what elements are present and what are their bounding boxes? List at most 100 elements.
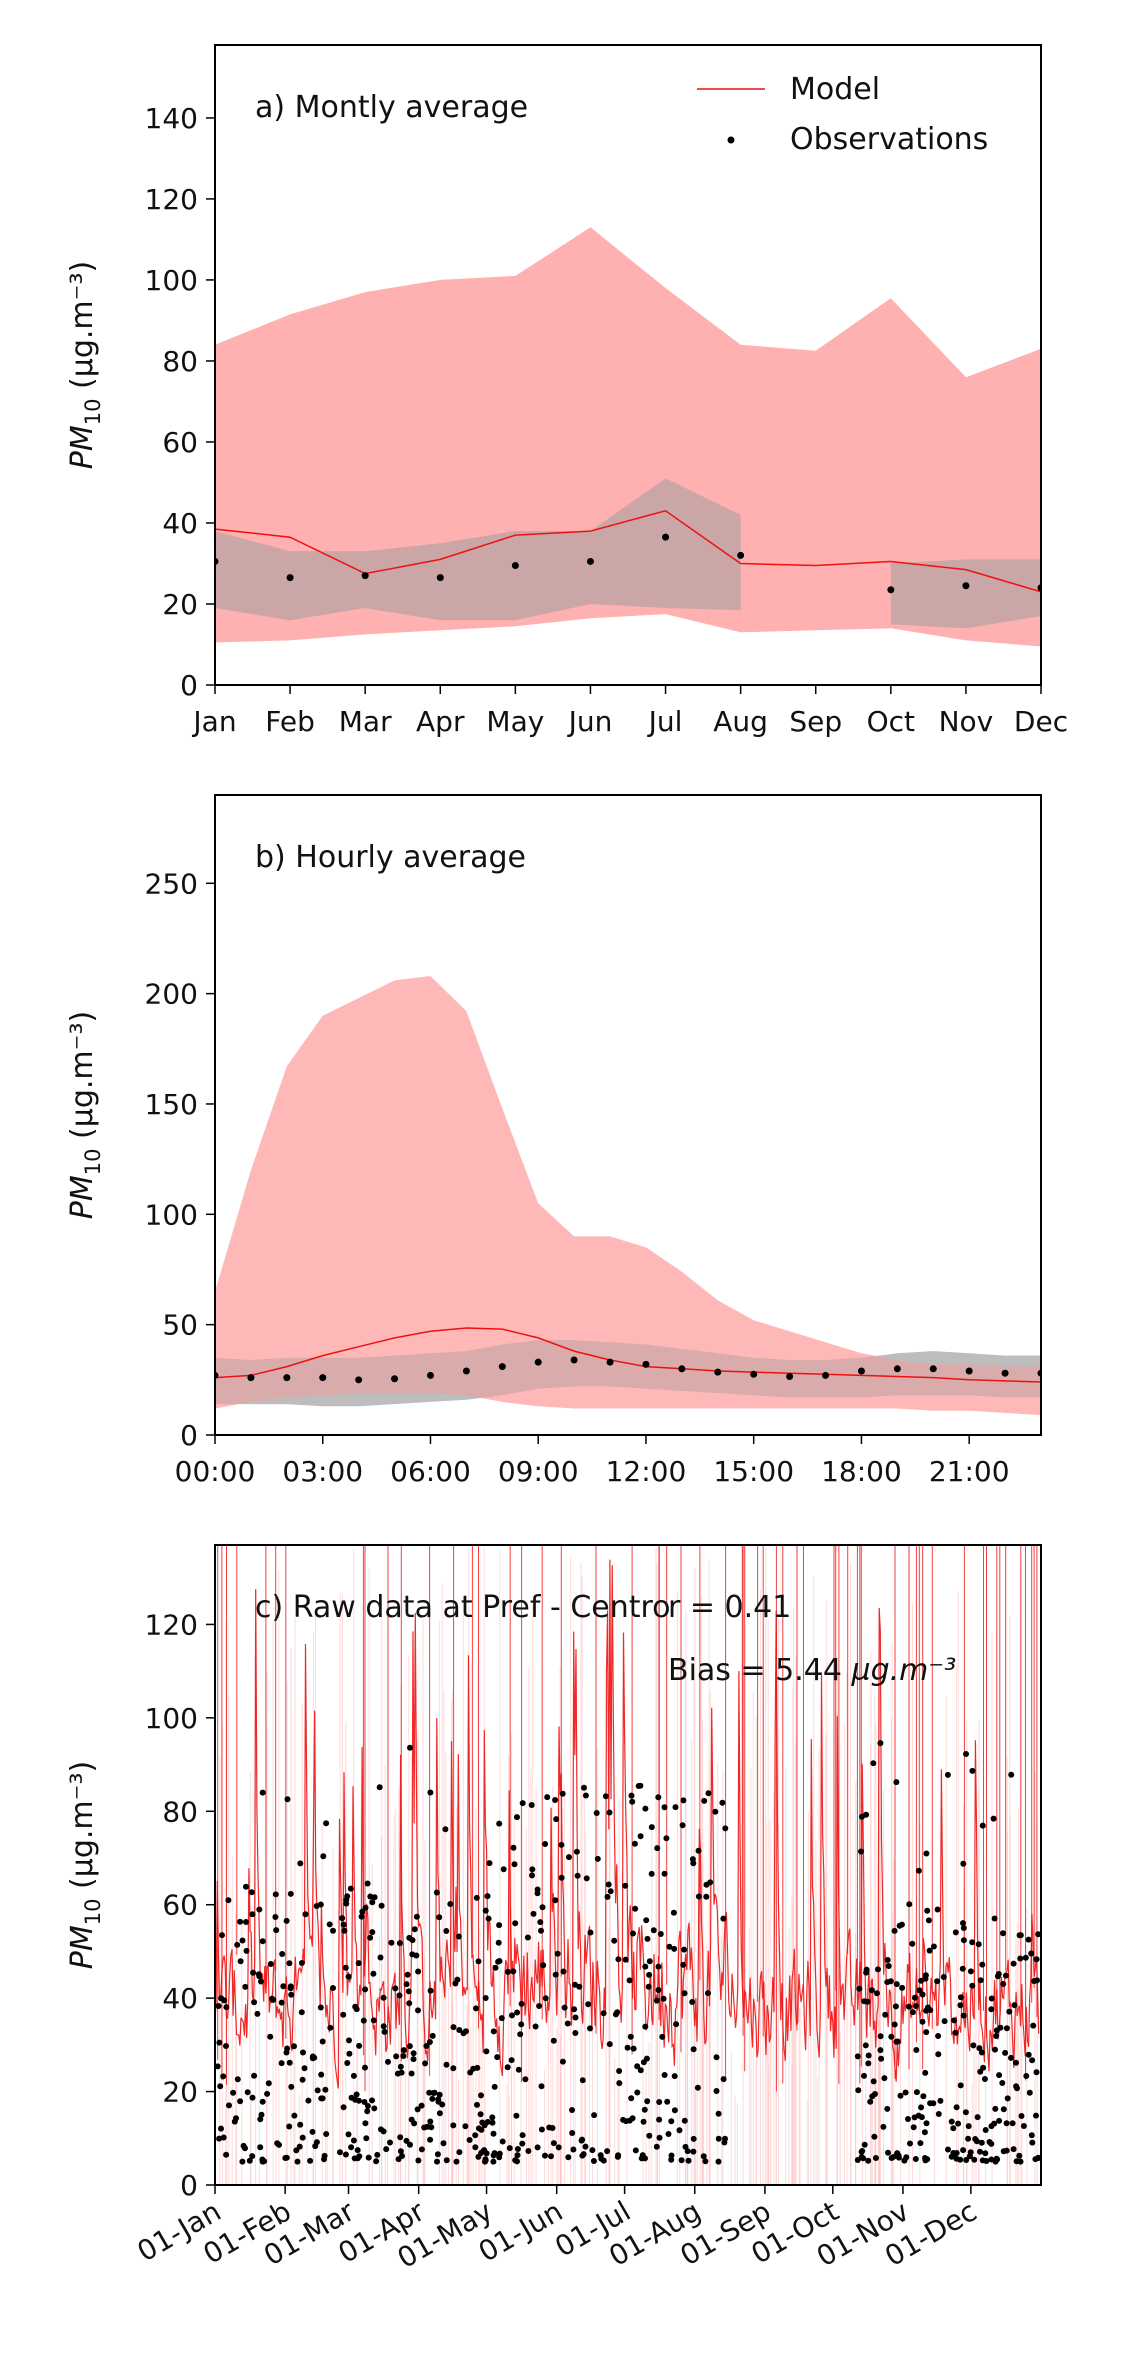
observation-point — [515, 2066, 522, 2073]
observation-point — [490, 2130, 497, 2137]
observation-point — [616, 2068, 623, 2074]
observation-point — [607, 1888, 614, 1895]
observation-point — [676, 2127, 683, 2134]
observation-point — [298, 1960, 305, 1966]
observation-point — [479, 2119, 486, 2126]
observation-point — [868, 1987, 875, 1994]
observation-point — [606, 2041, 613, 2048]
panel-a-ytick-label: 40 — [162, 507, 198, 540]
observation-point — [433, 1889, 440, 1896]
observation-point — [991, 1915, 998, 1922]
observation-point — [877, 1740, 884, 1747]
panel-a-xtick-label: Nov — [939, 705, 994, 738]
observation-point — [361, 2099, 368, 2105]
observation-point — [582, 1792, 589, 1799]
observation-point — [291, 2112, 298, 2119]
observation-point — [656, 2099, 663, 2105]
observation-point — [364, 2108, 371, 2115]
observation-point — [283, 2154, 290, 2161]
observation-point — [966, 2153, 973, 2160]
ylabel-sub: 10 — [81, 1898, 105, 1925]
panel-a-xtick-label: Oct — [867, 705, 915, 738]
observation-point — [234, 2076, 241, 2083]
observation-point — [339, 1915, 346, 1922]
observation-point — [549, 2125, 556, 2131]
observation-point — [455, 1933, 462, 1940]
observation-point — [925, 1917, 932, 1924]
observation-point — [506, 2145, 513, 2152]
panel-a-ytick-label: 60 — [162, 426, 198, 459]
observation-point — [450, 2024, 457, 2031]
observation-point — [484, 1893, 491, 1900]
observation-point — [919, 2018, 926, 2025]
observation-point — [1025, 2051, 1032, 2058]
observation-point — [661, 1870, 668, 1877]
observation-point — [977, 1977, 984, 1984]
observation-point — [404, 1971, 411, 1978]
observation-point — [397, 2134, 404, 2141]
panel-b-xtick-label: 18:00 — [821, 1455, 902, 1488]
observation-point — [326, 1921, 333, 1928]
observation-point — [940, 1974, 947, 1980]
observation-point — [992, 2105, 999, 2112]
observation-point — [1023, 2073, 1030, 2079]
observation-point — [656, 2134, 663, 2141]
observation-point — [671, 2073, 678, 2080]
observation-point — [922, 1975, 929, 1982]
observation-point — [342, 2151, 349, 2158]
observation-point — [413, 1952, 420, 1959]
observation-point — [712, 1808, 719, 1815]
panel-hourly-average: 0 50 100 150 200 250 00:00 03:00 06:00 09:00 12:0… — [65, 794, 1042, 1488]
observation-point — [720, 1915, 727, 1922]
observation-point — [323, 1820, 330, 1827]
observation-point — [582, 2143, 589, 2150]
observation-point — [287, 1890, 294, 1897]
observation-point — [671, 1945, 678, 1952]
observation-point — [951, 2017, 958, 2024]
panel-c-ytick-label: 60 — [162, 1889, 198, 1922]
observation-point — [1031, 1978, 1038, 1985]
observation-point — [689, 1999, 696, 2005]
observation-point — [715, 2110, 722, 2117]
observation-point — [935, 2051, 942, 2058]
observation-point — [859, 2148, 866, 2154]
observation-point — [514, 2158, 520, 2165]
observation-point — [643, 1917, 650, 1924]
observation-point — [680, 1961, 687, 1968]
panel-c-r-stat: r = 0.41 — [668, 1590, 791, 1625]
observation-point — [875, 1966, 881, 1973]
observation-point — [1008, 2054, 1014, 2061]
observation-point — [345, 2131, 352, 2138]
observation-point — [317, 2004, 324, 2011]
observation-point — [646, 1971, 653, 1978]
observation-point — [967, 1968, 974, 1975]
observation-point — [605, 1881, 612, 1888]
observation-point — [378, 1902, 385, 1909]
observation-point — [983, 2158, 990, 2164]
observation-point — [484, 2118, 491, 2125]
observation-point — [473, 2005, 479, 2012]
observation-point — [606, 1809, 613, 1816]
observation-point — [447, 1901, 454, 1907]
observation-point — [460, 2030, 467, 2037]
observation-point — [969, 1939, 976, 1946]
observation-point — [466, 2137, 473, 2143]
observation-point — [935, 2111, 942, 2117]
observation-point — [996, 2072, 1003, 2079]
observation-point — [415, 2157, 422, 2164]
observation-point — [542, 1995, 549, 2002]
panel-a-ytick-label: 140 — [145, 102, 198, 135]
observation-point — [1013, 2059, 1019, 2066]
observation-point — [737, 551, 745, 559]
observation-point — [279, 1951, 286, 1957]
observation-point — [570, 1356, 578, 1364]
observation-point — [871, 2133, 878, 2140]
observation-point — [216, 2039, 223, 2046]
observation-point — [259, 2158, 266, 2165]
observation-point — [865, 2157, 872, 2164]
observation-point — [637, 1833, 644, 1840]
observation-point — [509, 2012, 515, 2019]
observation-point — [923, 2120, 930, 2127]
panel-b-yaxis: 0 50 100 150 200 250 — [145, 867, 215, 1452]
observation-point — [492, 1964, 499, 1971]
